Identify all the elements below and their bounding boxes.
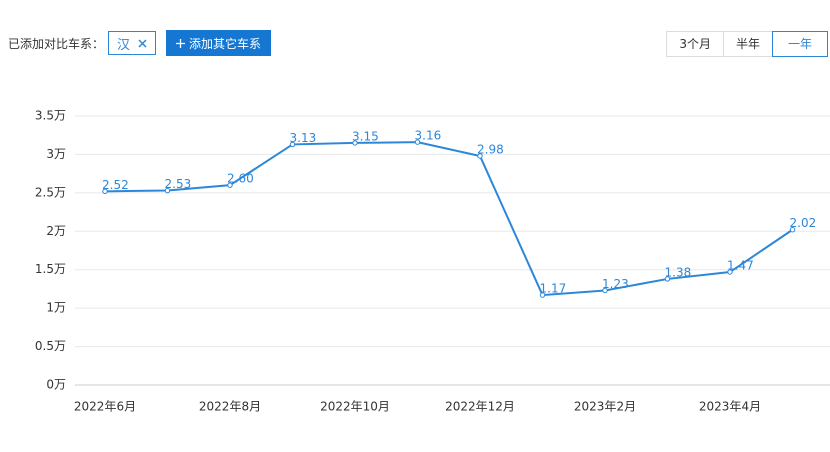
- y-tick-label: 2.5万: [35, 185, 66, 199]
- point: [102, 188, 108, 195]
- x-tick-label: 2022年8月: [199, 400, 261, 414]
- data-label: 3.16: [415, 129, 442, 143]
- series-tag[interactable]: 汉: [108, 31, 157, 55]
- y-tick-label: 0.5万: [35, 339, 66, 353]
- plus-icon: [176, 38, 186, 48]
- data-label: 1.38: [665, 265, 692, 279]
- point: [477, 153, 483, 159]
- compare-bar: 已添加对比车系： 汉 添加其它车系: [8, 30, 272, 56]
- x-tick-label: 2023年4月: [699, 400, 761, 414]
- compare-label: 已添加对比车系：: [8, 36, 105, 51]
- x-tick-label: 2022年10月: [320, 400, 390, 414]
- point: [789, 227, 796, 233]
- point: [289, 141, 296, 148]
- point: [727, 269, 733, 275]
- range-option[interactable]: 一年: [771, 31, 828, 57]
- data-label: 2.98: [477, 142, 504, 156]
- x-tick-label: 2022年6月: [74, 400, 136, 414]
- add-text: 添加其它车系: [189, 36, 262, 51]
- data-label: 1.47: [727, 259, 754, 273]
- range-toggle: 3个月 半年 一年: [666, 31, 828, 57]
- data-label: 3.15: [352, 129, 379, 143]
- data-label: 2.52: [102, 178, 129, 192]
- point: [164, 187, 171, 194]
- point: [352, 140, 358, 146]
- y-tick-label: 1万: [46, 301, 66, 315]
- data-label: 2.53: [165, 177, 192, 191]
- y-tick-label: 1.5万: [35, 262, 66, 276]
- x-tick-label: 2022年12月: [445, 400, 515, 414]
- point: [664, 276, 671, 282]
- y-tick-label: 2万: [46, 224, 66, 238]
- point: [539, 292, 546, 298]
- y-tick-label: 3.5万: [35, 109, 66, 123]
- data-label: 2.02: [790, 216, 817, 230]
- data-label: 1.23: [602, 277, 629, 291]
- data-label: 2.60: [227, 172, 254, 186]
- y-tick-label: 0万: [46, 378, 66, 392]
- close-icon[interactable]: [138, 38, 147, 48]
- x-tick-label: 2023年2月: [574, 400, 636, 414]
- y-tick-label: 3万: [46, 147, 66, 161]
- series-line: [104, 141, 794, 297]
- point: [602, 287, 608, 294]
- tag-text: 汉: [117, 37, 131, 53]
- data-label: 1.17: [540, 282, 567, 296]
- add-button[interactable]: 添加其它车系: [166, 30, 272, 56]
- data-label: 3.13: [290, 131, 317, 145]
- point: [227, 182, 233, 188]
- point: [414, 139, 421, 145]
